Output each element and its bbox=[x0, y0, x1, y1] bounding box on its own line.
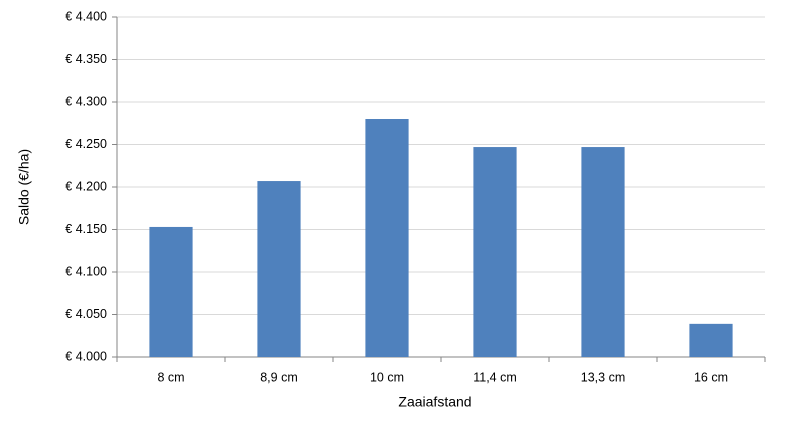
x-axis-title: Zaaiafstand bbox=[398, 394, 471, 410]
bar bbox=[581, 147, 625, 357]
y-tick-label: € 4.200 bbox=[65, 179, 107, 193]
y-tick-label: € 4.100 bbox=[65, 264, 107, 278]
bar bbox=[689, 323, 733, 357]
y-tick-label: € 4.250 bbox=[65, 137, 107, 151]
x-tick-label: 11,4 cm bbox=[473, 370, 517, 384]
y-tick-label: € 4.350 bbox=[65, 52, 107, 66]
bar bbox=[257, 181, 301, 357]
x-tick-label: 8,9 cm bbox=[260, 370, 298, 384]
y-tick-label: € 4.400 bbox=[65, 9, 107, 23]
x-tick-label: 10 cm bbox=[370, 370, 404, 384]
x-tick-label: 16 cm bbox=[694, 370, 728, 384]
y-tick-label: € 4.050 bbox=[65, 307, 107, 321]
bar bbox=[365, 119, 409, 357]
bar bbox=[473, 147, 517, 357]
x-tick-label: 13,3 cm bbox=[581, 370, 625, 384]
x-tick-label: 8 cm bbox=[157, 370, 184, 384]
y-tick-label: € 4.300 bbox=[65, 94, 107, 108]
y-axis-title: Saldo (€/ha) bbox=[16, 149, 32, 225]
bar bbox=[149, 226, 193, 357]
y-tick-label: € 4.000 bbox=[65, 349, 107, 363]
y-tick-label: € 4.150 bbox=[65, 222, 107, 236]
